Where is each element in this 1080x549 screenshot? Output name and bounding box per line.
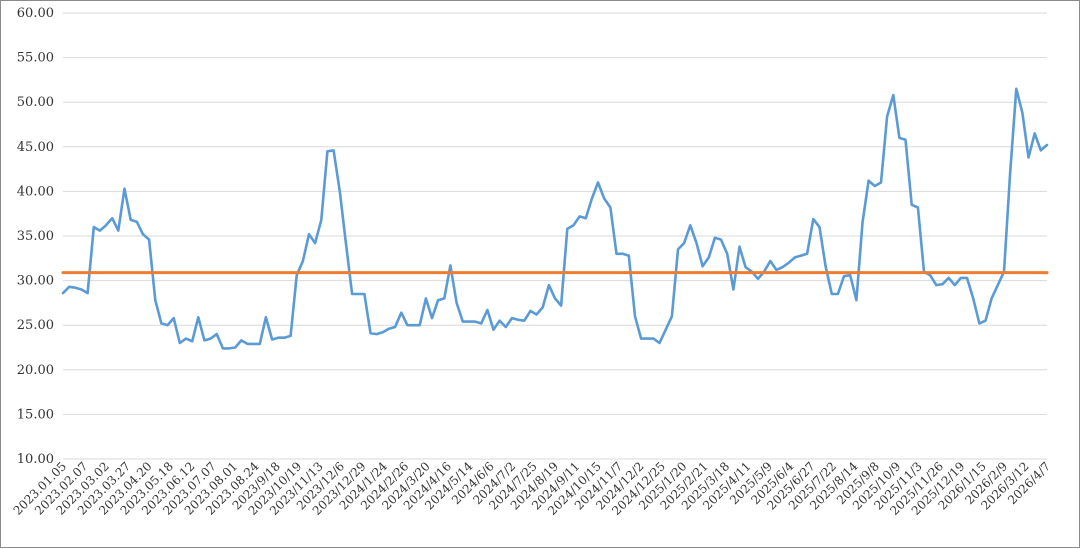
y-tick-label: 30.00 [17, 274, 54, 289]
series-line-blue [61, 87, 1049, 350]
series-group [61, 87, 1049, 350]
y-tick-label: 35.00 [17, 229, 54, 244]
y-tick-label: 50.00 [17, 95, 54, 110]
y-tick-label: 15.00 [17, 407, 54, 422]
x-axis-ticks: 2023.01.052023.02.072023.03.022023.03.27… [11, 459, 1053, 518]
y-tick-label: 10.00 [17, 452, 54, 467]
y-axis-ticks: 10.00 15.00 20.00 25.00 30.00 35.00 40.00 45.00… [17, 6, 54, 467]
y-tick-label: 20.00 [17, 363, 54, 378]
y-tick-label: 25.00 [17, 318, 54, 333]
y-tick-label: 55.00 [17, 51, 54, 66]
y-tick-label: 45.00 [17, 140, 54, 155]
gridlines [63, 12, 1047, 460]
y-tick-label: 40.00 [17, 184, 54, 199]
y-tick-label: 60.00 [17, 6, 54, 21]
